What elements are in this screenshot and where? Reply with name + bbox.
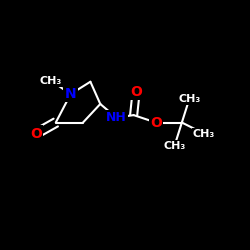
Text: CH₃: CH₃ — [193, 129, 215, 139]
Text: O: O — [30, 127, 42, 141]
Text: O: O — [130, 84, 142, 98]
Text: N: N — [65, 87, 76, 101]
Text: O: O — [150, 116, 162, 130]
Text: CH₃: CH₃ — [40, 76, 62, 86]
Text: CH₃: CH₃ — [163, 141, 186, 151]
Text: CH₃: CH₃ — [178, 94, 201, 104]
Text: NH: NH — [106, 111, 127, 124]
